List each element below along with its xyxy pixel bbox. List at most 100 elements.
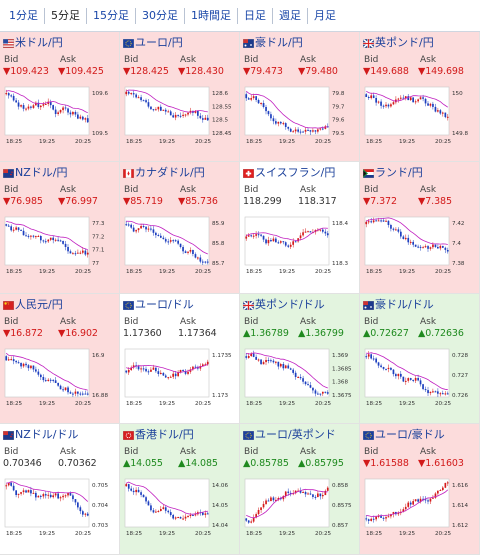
pair-link[interactable]: NZドル/円 [2,165,68,179]
candle-body [250,521,252,523]
candlestick-chart[interactable]: 79.8 79.7 79.6 79.5 18:25 19:25 20:25 [243,85,356,147]
candlestick-chart[interactable]: 14.06 14.05 14.04 18:25 19:25 20:25 [123,477,236,539]
candle-body [255,356,257,360]
pair-link[interactable]: カナダドル/円 [122,165,205,179]
candle-body [62,241,64,244]
candle-body [382,367,385,369]
candle-body [372,220,375,223]
rate-card[interactable]: ユーロ/英ポンド Bid Ask ▲0.85785 ▲0.85795 0.858 0.857… [240,424,360,555]
candlestick-chart[interactable]: 128.6 128.55 128.5 128.45 18:25 19:25 20:25 [123,85,236,147]
candle-body [282,495,285,500]
candle-body [167,241,170,243]
tab-timeframe[interactable]: 月足 [314,8,336,22]
tab-timeframe[interactable]: 1時間足 [185,7,238,24]
candlestick-chart[interactable]: 150 149.8 18:25 19:25 20:25 [363,85,476,147]
rate-card[interactable]: ランド/円 Bid Ask ▼7.372 ▼7.385 7.42 7.4 7.38 18:25 1… [360,162,480,294]
candle-body [12,95,15,101]
pair-link[interactable]: 米ドル/円 [2,35,63,49]
candle-body [437,391,439,394]
candle-body [44,380,47,382]
candle-body [277,498,280,500]
candle-body [252,517,255,522]
moving-average-line [366,217,448,245]
candlestick-chart[interactable]: 109.6 109.5 18:25 19:25 20:25 [3,85,116,147]
candle-body [35,236,37,238]
pair-name: カナダドル/円 [135,166,205,179]
candle-body [32,365,35,370]
candle-body [125,484,128,487]
bid-value: ▼79.473 [243,66,283,77]
candle-body [67,247,69,252]
rate-card[interactable]: カナダドル/円 Bid Ask ▼85.719 ▼85.736 85.9 85.8 85.7 1… [120,162,240,294]
tab-timeframe[interactable]: 1分足 [3,7,45,24]
pair-link[interactable]: ユーロ/円 [122,35,183,49]
candlestick-chart[interactable]: 1.616 1.614 1.612 18:25 19:25 20:25 [363,477,476,539]
candlestick-chart[interactable]: 7.42 7.4 7.38 18:25 19:25 20:25 [363,215,476,277]
rate-card[interactable]: ユーロ/豪ドル Bid Ask ▼1.61588 ▼1.61603 1.616 1.614 1… [360,424,480,555]
candlestick-chart[interactable]: 1.369 1.3685 1.368 1.3675 18:25 19:25 20:25 [243,347,356,409]
candle-body [439,245,442,249]
candlestick-chart[interactable]: 1.1735 1.173 18:25 19:25 20:25 [123,347,236,409]
bid-label: Bid [4,447,19,457]
candle-body [280,241,282,243]
pair-name: 豪ドル/円 [255,36,303,49]
candle-body [260,359,262,365]
pair-link[interactable]: ユーロ/英ポンド [242,427,336,441]
rate-card[interactable]: スイスフラン/円 Bid Ask 118.299 118.317 118.4 118.3 18… [240,162,360,294]
candlestick-chart[interactable]: 16.9 16.88 18:25 19:25 20:25 [3,347,116,409]
rate-card[interactable]: 人民元/円 Bid Ask ▼16.872 ▼16.902 16.9 16.88 18:25 1… [0,294,120,424]
candle-body [194,111,197,113]
pair-link[interactable]: ユーロ/豪ドル [362,427,445,441]
pair-link[interactable]: 人民元/円 [2,297,63,311]
pair-link[interactable]: 豪ドル/円 [242,35,303,49]
candle-body [429,103,432,106]
rate-card[interactable]: ユーロ/ドル Bid Ask 1.17360 1.17364 1.1735 1.173 18:… [120,294,240,424]
pair-name: NZドル/円 [15,166,68,179]
x-tick-label: 20:25 [315,139,332,145]
y-tick-label: 14.06 [212,483,228,489]
rate-card[interactable]: 豪ドル/ドル Bid Ask ▲0.72627 ▲0.72636 0.728 0.727 0.… [360,294,480,424]
moving-average-line [246,352,328,389]
rate-card[interactable]: 香港ドル/円 Bid Ask ▲14.055 ▲14.085 14.06 14.05 14.0… [120,424,240,555]
x-tick-label: 20:25 [315,531,332,537]
candle-body [265,239,267,244]
rate-card[interactable]: NZドル/ドル Bid Ask 0.70346 0.70362 0.705 0.704 0.7… [0,424,120,555]
candlestick-chart[interactable]: 0.728 0.727 0.726 18:25 19:25 20:25 [363,347,476,409]
rate-card[interactable]: NZドル/円 Bid Ask ▼76.985 ▼76.997 77.3 77.2 77.1 77… [0,162,120,294]
candlestick-chart[interactable]: 0.705 0.704 0.703 18:25 19:25 20:25 [3,477,116,539]
pair-link[interactable]: 香港ドル/円 [122,427,194,441]
candle-body [395,229,397,231]
rate-card[interactable]: 米ドル/円 Bid Ask ▼109.423 ▼109.425 109.6 109.5 18:… [0,32,120,162]
pair-link[interactable]: スイスフラン/円 [242,165,335,179]
tab-timeframe[interactable]: 30分足 [136,7,185,24]
candle-body [400,97,402,99]
rate-card[interactable]: 英ポンド/ドル Bid Ask ▲1.36789 ▲1.36799 1.369 1.3685… [240,294,360,424]
pair-link[interactable]: 英ポンド/円 [362,35,434,49]
y-tick-label: 0.727 [452,373,468,379]
pair-link[interactable]: 英ポンド/ドル [242,297,325,311]
candle-body [182,247,184,252]
y-tick-label: 1.612 [452,523,468,529]
pair-link[interactable]: ユーロ/ドル [122,297,194,311]
pair-link[interactable]: 豪ドル/ドル [362,297,434,311]
tab-timeframe[interactable]: 週足 [273,7,308,24]
moving-average-line [126,481,208,515]
pair-link[interactable]: ランド/円 [362,165,423,179]
candle-body [22,490,25,493]
tab-timeframe[interactable]: 15分足 [87,7,136,24]
candlestick-chart[interactable]: 77.3 77.2 77.1 77 18:25 19:25 20:25 [3,215,116,277]
y-tick-label: 1.3675 [332,393,352,399]
candle-body [429,391,432,394]
candle-body [54,239,57,241]
rate-card[interactable]: ユーロ/円 Bid Ask ▼128.425 ▼128.430 128.6 128.55 12… [120,32,240,162]
candle-body [245,94,248,99]
rate-card[interactable]: 英ポンド/円 Bid Ask ▼149.688 ▼149.698 150 149.8 18:2… [360,32,480,162]
tab-timeframe[interactable]: 日足 [238,7,273,24]
rate-card[interactable]: 豪ドル/円 Bid Ask ▼79.473 ▼79.480 79.8 79.7 79.6 79.… [240,32,360,162]
candlestick-chart[interactable]: 0.858 0.8575 0.857 18:25 19:25 20:25 [243,477,356,539]
candle-body [434,106,437,112]
candlestick-chart[interactable]: 85.9 85.8 85.7 18:25 19:25 20:25 [123,215,236,277]
candlestick-chart[interactable]: 118.4 118.3 18:25 19:25 20:25 [243,215,356,277]
tab-timeframe[interactable]: 5分足 [45,7,87,24]
pair-link[interactable]: NZドル/ドル [2,427,78,441]
